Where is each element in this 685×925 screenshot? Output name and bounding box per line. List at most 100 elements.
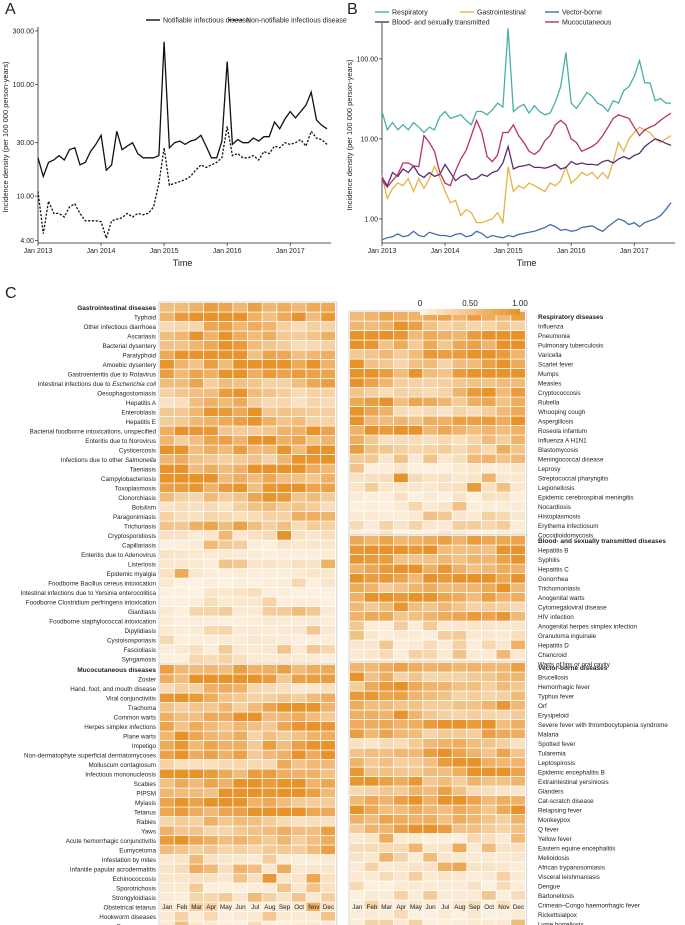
heatmap-cell	[277, 464, 292, 474]
heatmap-cell	[408, 910, 423, 919]
x-tick-label: Jan 2013	[368, 248, 397, 255]
heatmap-cell	[203, 883, 218, 893]
heatmap-cell	[350, 720, 364, 729]
disease-name: Pneumonia	[538, 333, 570, 340]
heatmap-cell	[321, 398, 335, 407]
heatmap-cell	[160, 445, 174, 455]
heatmap-cell	[277, 684, 292, 693]
heatmap-cell	[218, 645, 233, 654]
disease-label: Cytomegaloviral disease	[538, 605, 607, 612]
heatmap-cell	[174, 303, 189, 312]
heatmap-cell	[379, 378, 394, 388]
disease-label: Viral conjunctivitis	[106, 696, 156, 703]
legend-label: Mucocutaneous	[562, 20, 612, 27]
heatmap-cell	[306, 731, 321, 741]
disease-name: Chancroid	[538, 652, 567, 659]
heatmap-cell	[364, 435, 379, 445]
disease-name: African trypanosomiasis	[538, 865, 605, 872]
heatmap-cell	[364, 701, 379, 710]
heatmap-cell	[262, 912, 277, 921]
disease-name: Molluscum contagiosum	[88, 762, 156, 769]
heatmap-cell	[233, 693, 248, 703]
heatmap-cell	[452, 388, 467, 397]
heatmap-cell	[218, 807, 233, 817]
heatmap-cell	[423, 710, 438, 720]
heatmap-cell	[174, 331, 189, 341]
heatmap-cell	[379, 824, 394, 834]
heatmap-cell	[511, 805, 525, 815]
heatmap-cell	[379, 602, 394, 612]
disease-name: Anogenital herpes simplex infection	[538, 624, 638, 631]
heatmap-cell	[423, 650, 438, 659]
heatmap-cell	[247, 388, 262, 398]
heatmap-cell	[423, 454, 438, 464]
legend-label: Blood- and sexually transmitted	[392, 20, 490, 27]
heatmap-cell	[496, 881, 511, 891]
heatmap-cell	[393, 426, 408, 435]
heatmap-cell	[467, 739, 482, 748]
heatmap-cell	[218, 741, 233, 750]
heatmap-cell	[233, 722, 248, 731]
heatmap-cell	[203, 817, 218, 826]
heatmap-cell	[393, 900, 408, 910]
heatmap-cell	[408, 593, 423, 602]
disease-name: Trichomoniasis	[538, 586, 580, 593]
heatmap-cell	[350, 564, 364, 574]
heatmap-cell	[306, 760, 321, 769]
disease-name: Hookworm diseases	[99, 914, 156, 921]
heatmap-cell	[437, 834, 452, 843]
disease-name: Influenza	[538, 324, 564, 331]
heatmap-cell	[291, 722, 306, 731]
heatmap-cell	[203, 912, 218, 921]
heatmap-cell	[306, 379, 321, 388]
heatmap-cell	[262, 826, 277, 836]
heatmap-cell	[174, 474, 189, 483]
heatmap-cell	[511, 555, 525, 564]
heatmap-cell	[481, 729, 496, 739]
disease-label: Epidemic cerebrospinal meningitis	[538, 495, 634, 502]
heatmap-cell	[350, 631, 364, 640]
heatmap-cell	[189, 826, 204, 836]
heatmap-cell	[364, 758, 379, 767]
heatmap-cell	[291, 531, 306, 540]
heatmap-cell	[262, 665, 277, 674]
heatmap-cell	[496, 435, 511, 445]
heatmap-cell	[452, 464, 467, 473]
heatmap-cell	[350, 640, 364, 650]
heatmap-cell	[277, 616, 292, 626]
heatmap-cell	[467, 672, 482, 682]
heatmap-cell	[481, 805, 496, 815]
month-label: Mar	[191, 904, 202, 911]
heatmap-cell	[496, 416, 511, 426]
heatmap-cell	[306, 502, 321, 512]
heatmap-cell	[262, 893, 277, 902]
heatmap-cell	[174, 322, 189, 331]
heatmap-cell	[306, 817, 321, 826]
heatmap-cell	[350, 483, 364, 492]
heatmap-cell	[364, 729, 379, 739]
heatmap-cell	[364, 748, 379, 758]
heatmap-cell	[408, 555, 423, 564]
heatmap-cell	[247, 531, 262, 540]
disease-name: Epidemic myalgia	[107, 571, 157, 578]
disease-label: Influenza	[538, 324, 564, 331]
heatmap-cell	[291, 769, 306, 779]
heatmap-cell	[203, 341, 218, 350]
heatmap-cell	[160, 303, 174, 312]
heatmap-cell	[364, 521, 379, 530]
heatmap-cell	[247, 436, 262, 445]
heatmap-cell	[511, 350, 525, 359]
heatmap-cell	[423, 872, 438, 881]
heatmap-cell	[218, 417, 233, 426]
disease-label: Extraintestinal yersiniosis	[538, 779, 609, 786]
heatmap-cell	[218, 331, 233, 341]
heatmap-cell	[452, 483, 467, 492]
heatmap-cell	[277, 379, 292, 388]
disease-name: Varicella	[538, 352, 562, 359]
heatmap-cell	[306, 921, 321, 925]
heatmap-cell	[364, 483, 379, 492]
heatmap-cell	[408, 815, 423, 824]
heatmap-cell	[218, 902, 233, 912]
heatmap-cell	[247, 874, 262, 883]
heatmap-cell	[364, 631, 379, 640]
